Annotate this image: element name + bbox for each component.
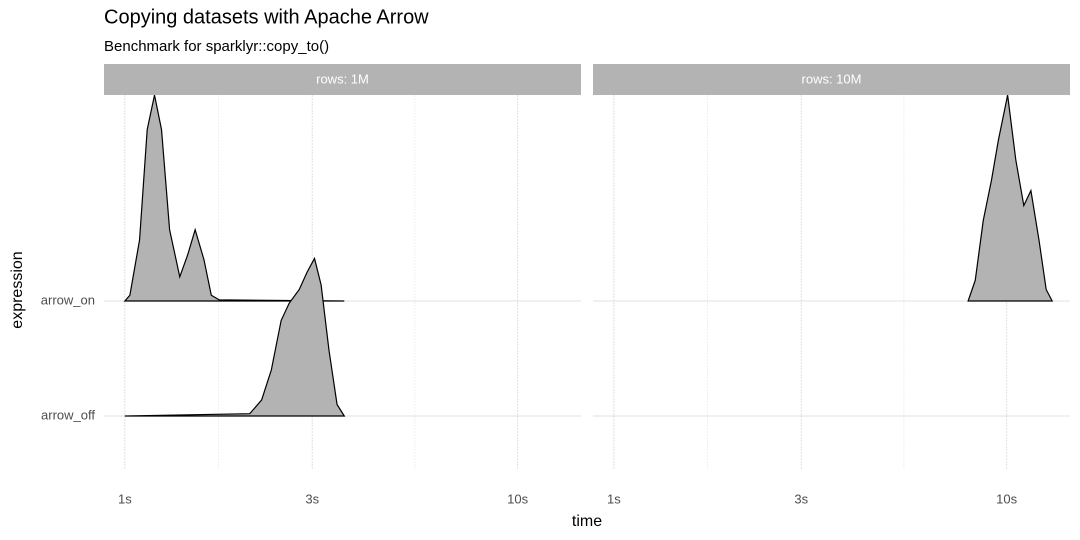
ridge <box>123 95 345 302</box>
y-tick-label: arrow_on <box>41 292 95 307</box>
facet-label: rows: 1M <box>316 71 369 86</box>
chart-title: Copying datasets with Apache Arrow <box>104 6 429 28</box>
ridge <box>967 95 1054 302</box>
facet-label: rows: 10M <box>802 71 862 86</box>
y-tick-label: arrow_off <box>41 407 95 422</box>
y-axis-label: expression <box>9 251 26 328</box>
x-tick-label: 3s <box>794 491 808 506</box>
x-tick-label: 10s <box>996 491 1017 506</box>
x-tick-label: 3s <box>305 491 319 506</box>
x-axis-label: time <box>572 513 602 530</box>
x-tick-label: 10s <box>507 491 528 506</box>
facet-strip <box>104 64 581 95</box>
ridge <box>124 256 346 417</box>
chart-subtitle: Benchmark for sparklyr::copy_to() <box>104 38 329 55</box>
x-tick-label: 1s <box>607 491 621 506</box>
x-tick-label: 1s <box>118 491 132 506</box>
facet-strip <box>593 64 1070 95</box>
